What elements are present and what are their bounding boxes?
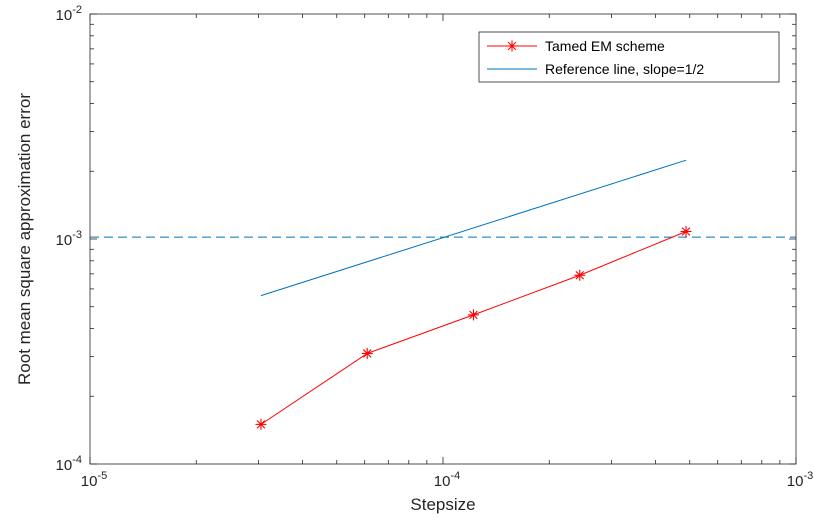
- series-line-reference-line: [260, 159, 687, 297]
- data-point-tamed-em-3: [574, 269, 586, 281]
- legend-box: [478, 31, 780, 83]
- y-tick-label: 10-2: [56, 4, 82, 24]
- data-point-tamed-em-2: [467, 309, 479, 321]
- y-axis-label: Root mean square approximation error: [15, 93, 34, 385]
- x-tick-label: 10-4: [434, 470, 460, 490]
- y-tick-label: 10-3: [56, 229, 82, 249]
- legend-label-reference-line: Reference line, slope=1/2: [545, 61, 704, 77]
- legend-marker-tamed-em: [506, 40, 518, 52]
- legend-label-tamed-em: Tamed EM scheme: [545, 38, 665, 54]
- plot-area: [90, 14, 796, 464]
- legend: Tamed EM scheme Reference line, slope=1/…: [478, 31, 780, 83]
- y-tick-label: 10-4: [56, 454, 82, 474]
- x-tick-label: 10-3: [787, 470, 813, 490]
- data-point-tamed-em-0: [255, 418, 267, 430]
- data-point-tamed-em-4: [680, 225, 692, 237]
- legend-asterisk: [506, 40, 518, 52]
- data-point-tamed-em-1: [361, 347, 373, 359]
- x-tick-label: 10-5: [81, 470, 107, 490]
- x-axis-label: Stepsize: [410, 495, 475, 514]
